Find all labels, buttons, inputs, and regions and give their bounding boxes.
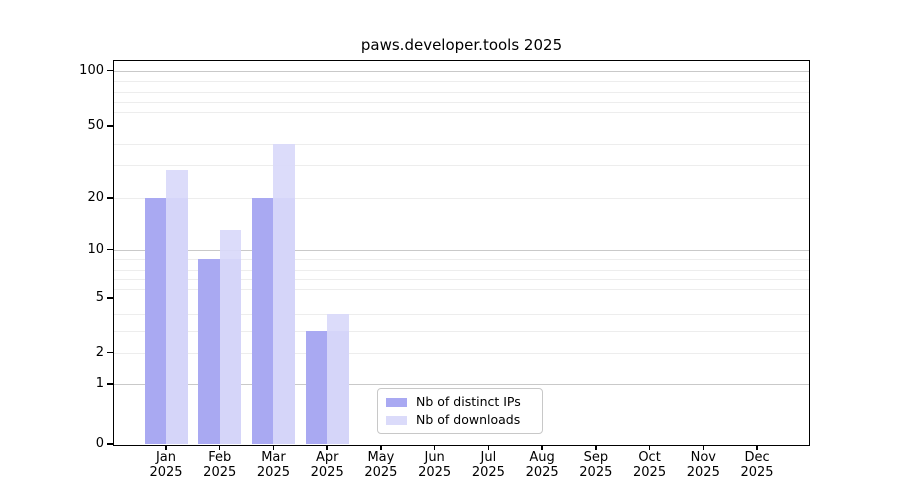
x-tick-oct <box>648 445 651 450</box>
y-tick-label-1: 1 <box>95 376 104 391</box>
legend-label-distinct-ips: Nb of distinct IPs <box>416 394 521 409</box>
x-tick-feb <box>219 445 221 450</box>
y-tick-5 <box>107 297 113 299</box>
gridline-minor-80 <box>113 91 810 93</box>
y-tick-20 <box>107 197 113 199</box>
y-tick-0 <box>107 443 113 445</box>
y-tick-label-10: 10 <box>87 241 104 257</box>
gridline-minor-7 <box>113 279 810 280</box>
y-tick-label-5: 5 <box>95 290 104 305</box>
x-tick-sep <box>595 445 597 450</box>
legend-item-downloads: Nb of downloads <box>378 413 542 427</box>
y-tick-label-0: 0 <box>95 436 104 451</box>
gridline-major-10 <box>113 249 810 251</box>
chart-title: paws.developer.tools 2025 <box>360 36 563 54</box>
x-tick-apr <box>326 445 328 450</box>
x-tick-mar <box>272 445 275 450</box>
gridline-minor-4 <box>113 313 810 315</box>
legend-swatch-downloads <box>386 415 407 425</box>
gridline-minor-3 <box>113 331 810 332</box>
gridline-major-1 <box>113 384 810 385</box>
x-tick-label-dec: Dec 2025 <box>740 450 774 480</box>
x-tick-jun <box>433 445 436 450</box>
y-tick-10 <box>107 248 113 251</box>
x-tick-jan <box>165 445 167 450</box>
x-tick-label-jan: Jan 2025 <box>149 450 183 480</box>
y-tick-2 <box>107 351 113 354</box>
gridline-minor-90 <box>113 81 810 82</box>
x-tick-label-aug: Aug 2025 <box>525 450 559 480</box>
bar-downloads-jan <box>166 170 188 444</box>
x-tick-aug <box>541 445 543 450</box>
y-tick-1 <box>107 383 113 385</box>
x-tick-label-oct: Oct 2025 <box>633 450 667 480</box>
x-tick-label-mar: Mar 2025 <box>256 450 290 480</box>
gridline-minor-20 <box>113 198 810 199</box>
x-tick-dec <box>756 445 758 450</box>
gridline-minor-40 <box>113 143 810 145</box>
y-tick-label-50: 50 <box>87 118 104 133</box>
x-tick-label-jul: Jul 2025 <box>471 450 505 480</box>
y-tick-100 <box>107 70 113 72</box>
x-tick-label-feb: Feb 2025 <box>203 450 237 480</box>
bar-downloads-feb <box>219 230 242 444</box>
x-tick-label-jun: Jun 2025 <box>418 450 452 480</box>
y-tick-label-2: 2 <box>95 344 104 360</box>
x-tick-label-nov: Nov 2025 <box>686 450 720 480</box>
x-tick-label-may: May 2025 <box>364 450 398 480</box>
x-tick-label-sep: Sep 2025 <box>579 450 613 480</box>
gridline-minor-70 <box>113 102 810 103</box>
x-tick-may <box>380 445 382 450</box>
legend: Nb of distinct IPs Nb of downloads <box>377 388 543 434</box>
legend-item-distinct-ips: Nb of distinct IPs <box>378 395 542 409</box>
gridline-minor-6 <box>113 289 810 290</box>
gridline-minor-8 <box>113 269 810 271</box>
gridline-minor-60 <box>113 112 810 114</box>
y-tick-label-100: 100 <box>79 62 104 78</box>
x-tick-label-apr: Apr 2025 <box>310 450 344 480</box>
legend-swatch-distinct-ips <box>386 397 407 407</box>
x-tick-nov <box>702 445 704 450</box>
x-tick-jul <box>487 445 490 450</box>
y-tick-50 <box>107 125 113 127</box>
bar-downloads-apr <box>327 313 349 444</box>
bar-downloads-mar <box>273 143 295 444</box>
y-tick-label-20: 20 <box>87 190 104 205</box>
gridline-minor-2 <box>113 352 810 354</box>
legend-label-downloads: Nb of downloads <box>416 412 521 427</box>
gridline-major-100 <box>113 70 810 72</box>
gridline-minor-30 <box>113 164 810 166</box>
gridline-minor-9 <box>113 259 810 260</box>
